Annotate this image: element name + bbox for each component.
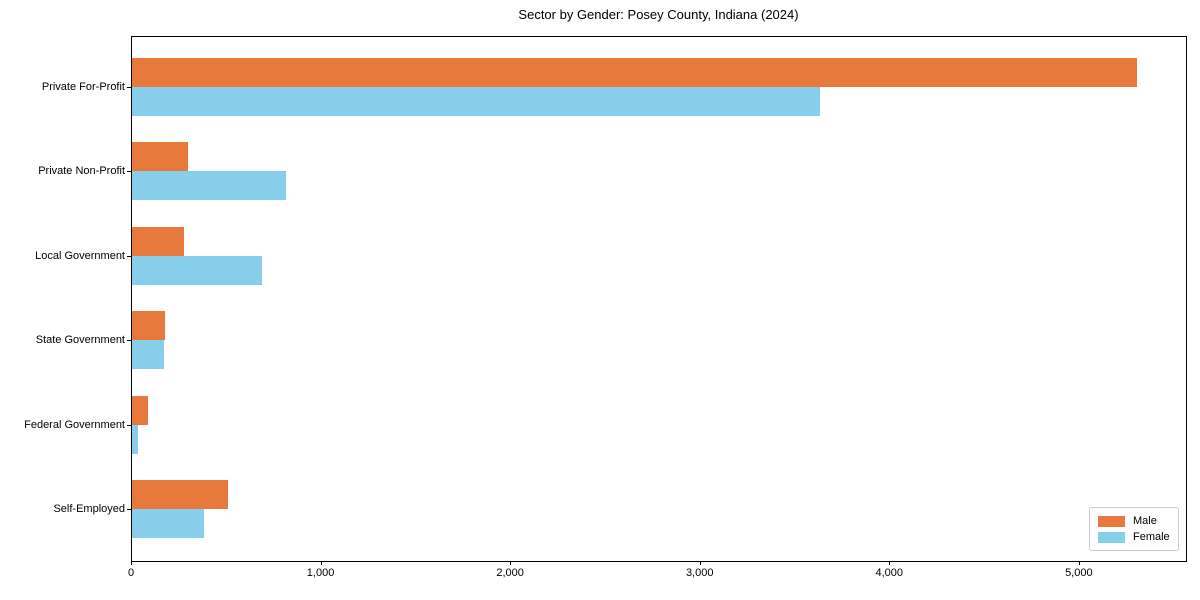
bar-female-federal-government	[132, 424, 138, 454]
x-tick-2-000	[510, 561, 512, 565]
x-tick-4-000	[889, 561, 891, 565]
y-tick-private-for-profit	[127, 87, 131, 88]
x-label-0: 0	[127, 567, 135, 579]
bar-male-private-non-profit	[132, 142, 188, 172]
bar-female-state-government	[132, 340, 165, 370]
plot-area	[131, 36, 1187, 562]
x-label-3-000: 3,000	[685, 567, 714, 579]
female-legend-swatch	[1098, 531, 1125, 543]
bar-male-private-for-profit	[132, 58, 1137, 87]
legend-entry-male: Male	[1098, 515, 1178, 527]
x-tick-1-000	[320, 561, 322, 565]
x-label-4-000: 4,000	[875, 567, 904, 579]
y-label-state-government: State Government	[35, 334, 125, 347]
y-tick-state-government	[127, 340, 131, 342]
y-tick-self-employed	[127, 509, 131, 510]
bar-female-self-employed	[132, 509, 204, 538]
bar-male-state-government	[132, 311, 166, 341]
y-tick-federal-government	[127, 424, 131, 426]
x-label-5-000: 5,000	[1065, 567, 1093, 579]
bar-female-private-non-profit	[132, 171, 286, 201]
male-legend-swatch	[1098, 515, 1125, 527]
bar-male-local-government	[132, 226, 185, 256]
x-label-2-000: 2,000	[496, 567, 524, 579]
x-tick-5-000	[1078, 561, 1080, 565]
y-label-local-government: Local Government	[35, 249, 125, 262]
y-tick-local-government	[127, 255, 131, 257]
y-label-private-for-profit: Private For-Profit	[41, 81, 125, 93]
x-tick-3-000	[699, 561, 701, 565]
legend-entry-female: Female	[1098, 531, 1178, 543]
bar-male-federal-government	[132, 395, 149, 425]
x-tick-0	[131, 561, 132, 565]
y-label-federal-government: Federal Government	[24, 418, 125, 431]
chart-title: Sector by Gender: Posey County, Indiana …	[518, 7, 799, 22]
y-label-private-non-profit: Private Non-Profit	[38, 165, 125, 178]
male-legend-label: Male	[1133, 515, 1157, 527]
bar-male-self-employed	[132, 480, 228, 509]
legend: Male Female	[1089, 507, 1179, 551]
x-label-1-000: 1,000	[306, 567, 335, 579]
y-tick-private-non-profit	[127, 171, 131, 173]
bar-female-local-government	[132, 255, 262, 285]
female-legend-label: Female	[1133, 531, 1170, 543]
y-label-self-employed: Self-Employed	[53, 503, 125, 515]
bar-female-private-for-profit	[132, 87, 821, 116]
